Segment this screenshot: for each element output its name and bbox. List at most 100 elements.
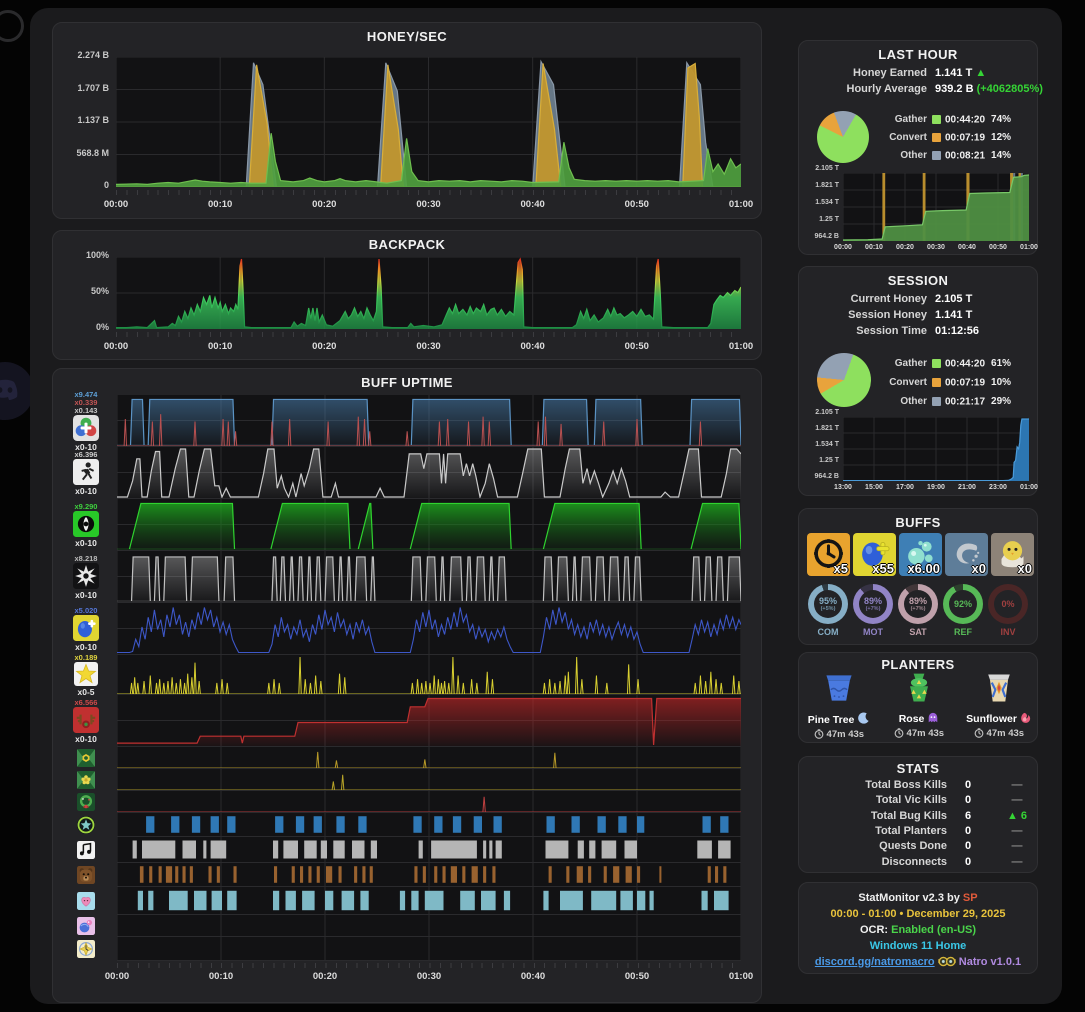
buff-row-chart <box>116 791 742 813</box>
y-tick-label: 1.25 T <box>819 216 839 223</box>
gauge-label: MOT <box>863 627 883 637</box>
buff-row-focus: x9.290 x0-10 <box>53 499 761 551</box>
buff-row-chart <box>116 863 742 887</box>
legend-label: Other <box>900 150 927 162</box>
stats-panel: STATS Total Boss Kills 0 — Total Vic Kills 0… <box>798 756 1038 873</box>
buff-row-chart <box>116 551 742 603</box>
planter-rose: Rose 47m 43s <box>879 671 959 741</box>
x-tick-label: 00:30 <box>416 199 441 210</box>
x-tick-label: 00:20 <box>312 971 338 982</box>
pot-festive-icon <box>959 671 1039 710</box>
planters-panel: PLANTERS Pine Tree 47m 43s Rose 47m 43s Su… <box>798 652 1038 743</box>
gauge-label: INV <box>1000 627 1016 637</box>
timer-icon <box>974 728 984 741</box>
honey-chart-title: HONEY/SEC <box>366 29 448 44</box>
stat-value: 6 <box>964 809 972 822</box>
x-tick-label: 00:00 <box>834 244 852 251</box>
buff-range-label: x0-5 <box>77 686 95 697</box>
buff-minor-ticks <box>117 963 741 968</box>
x-tick-label: 00:30 <box>416 971 442 982</box>
y-tick-label: 0% <box>95 322 109 332</box>
planter-timer: 47m 43s <box>903 728 945 739</box>
x-tick-label: 00:40 <box>520 199 545 210</box>
backpack-panel: BACKPACK 100% 50% 0% 00:00 00:10 00:20 00:30 0… <box>52 230 762 360</box>
focus-icon <box>73 510 99 537</box>
x-tick-label: 00:10 <box>208 341 233 352</box>
discord-app-icon[interactable] <box>0 362 34 420</box>
pot-blue-icon <box>799 671 879 710</box>
flame-icon <box>1020 712 1032 727</box>
stat-delta: ▲ <box>972 67 987 79</box>
buff-range-label: x0-10 <box>75 589 97 600</box>
buff-multiplier: x0 <box>1017 561 1032 576</box>
buff-range-label: x0-10 <box>75 537 97 548</box>
buff-row-blue-boost-small: x5.020 x0-10 <box>53 603 761 655</box>
coconut-mark-icon <box>77 749 95 767</box>
stat-value-cell: 1.141 T <box>935 309 972 321</box>
buff-row-series <box>116 447 742 500</box>
legend-percent: 74% <box>991 114 1012 126</box>
ocr-line: OCR: Enabled (en-US) <box>799 924 1037 936</box>
ghost-icon <box>927 712 939 727</box>
last-hour-panel: LAST HOUR Honey Earned 1.141 T ▲ Hourly Av… <box>798 40 1043 255</box>
stat-value: 01:12:56 <box>935 325 980 337</box>
buff-row-star: x0.189 x0-5 <box>53 653 761 697</box>
honey-minor-ticks <box>116 190 741 195</box>
legend-label: Convert <box>889 377 927 389</box>
gauge-center: 95% (+5%) <box>814 590 842 618</box>
buff-row-wreath <box>53 791 761 813</box>
gauge-label: COM <box>817 627 839 637</box>
y-tick-label: 1.707 B <box>77 82 109 93</box>
stat-label: Quests Done <box>879 840 947 853</box>
last-hour-pie-chart <box>817 111 869 163</box>
x-tick-label: 00:40 <box>958 244 976 251</box>
stat-value: 0 <box>964 794 972 807</box>
legend-percent: 14% <box>991 150 1012 162</box>
x-tick-label: 00:10 <box>865 244 883 251</box>
planter-name: Rose <box>898 713 928 725</box>
buff-row-series <box>116 551 742 602</box>
buff-row-chart <box>116 395 742 447</box>
discord-link[interactable]: discord.gg/natromacro <box>814 956 935 968</box>
stat-value: 939.2 B <box>935 83 974 95</box>
buff-row-series <box>116 813 742 836</box>
buff-row-icon-column: x8.218 x0-10 <box>59 551 113 603</box>
haste-icon <box>73 458 99 485</box>
buff-row-icon-column: x0.189 x0-5 <box>59 653 113 697</box>
y-tick-label: 2.274 B <box>77 50 109 60</box>
y-tick-label: 100% <box>85 250 109 260</box>
stat-label: Session Time <box>856 325 927 337</box>
stat-value-cell: 01:12:56 <box>935 325 979 337</box>
buff-row-star-compass <box>53 937 761 961</box>
timer-icon <box>814 729 824 742</box>
stat-value: 0 <box>964 824 972 837</box>
buff-row-series <box>116 695 742 746</box>
buff-multiplier-label: x6.396 <box>74 449 98 459</box>
buff-row-melody <box>53 837 761 863</box>
planter-timer: 47m 43s <box>983 728 1025 739</box>
legend-row-gather: Gather 00:44:20 61% <box>875 355 1011 369</box>
x-tick-label: 00:30 <box>416 341 441 352</box>
backpack-minor-ticks <box>116 332 741 337</box>
y-tick-label: 0 <box>103 180 109 190</box>
buff-row-chart <box>116 747 742 769</box>
legend-swatch <box>932 378 941 388</box>
stat-label: Total Planters <box>875 824 947 837</box>
legend-label: Gather <box>894 358 927 370</box>
buff-row-icon-column: x5.020 x0-10 <box>59 603 113 655</box>
buff-row-series <box>116 863 742 886</box>
buff-range-label: x0-10 <box>75 733 97 744</box>
gauge-label: REF <box>954 627 972 637</box>
stat-value: 1.141 T <box>935 309 973 321</box>
gauge-bonus: (+5%) <box>820 605 836 612</box>
field-boosts-icon <box>73 414 99 441</box>
date-range-line: 00:00 - 01:00 • December 29, 2025 <box>830 908 1006 920</box>
buff-uptime-panel: BUFF UPTIME x9.474 x0.339 x0.143 x0-10 x6.39… <box>52 368 762 1003</box>
links-line: discord.gg/natromacro Natro v1.0.1 <box>799 956 1037 970</box>
buff-row-chart <box>116 813 742 837</box>
legend-percent: 61% <box>991 358 1012 370</box>
gauge-ref: 92% <box>943 584 983 624</box>
legend-row-gather: Gather 00:44:20 74% <box>875 111 1011 125</box>
y-tick-label: 1.25 T <box>819 457 839 464</box>
